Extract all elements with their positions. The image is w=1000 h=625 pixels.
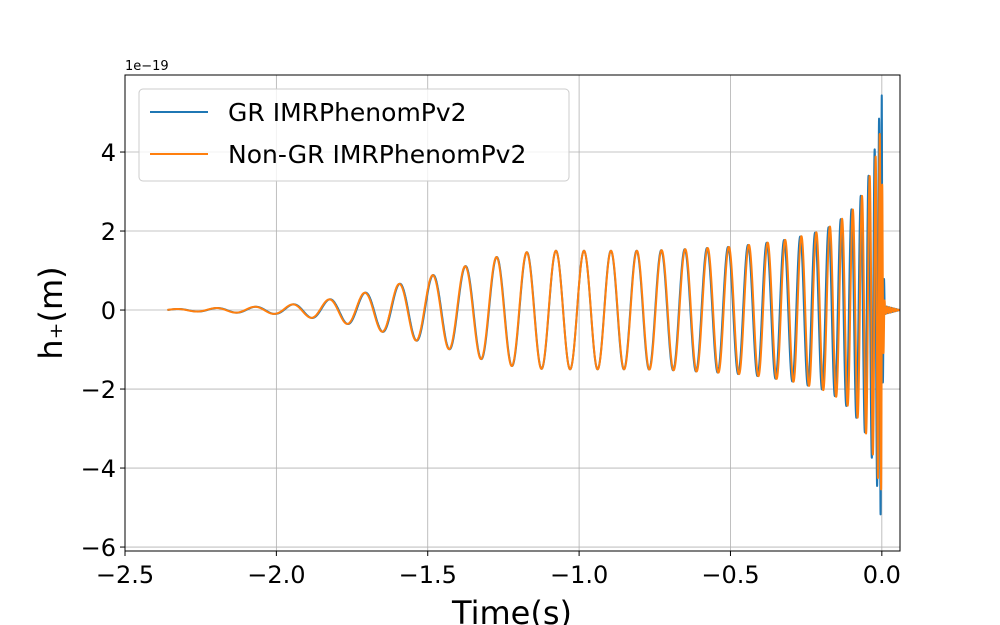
x-tick-label: −1.0 [550,561,608,589]
x-tick-label: −2.0 [247,561,305,589]
x-tick-label: −0.5 [701,561,759,589]
y-axis-title: h₊(m) [32,266,70,359]
x-tick-label: −1.5 [399,561,457,589]
y-tick-label: 0 [101,297,116,325]
legend-label-non-gr: Non-GR IMRPhenomPv2 [228,140,526,169]
x-tick-label: 0.0 [863,561,901,589]
axis-ticks: −2.5 −2.0 −1.5 −1.0 −0.5 0.0 −6 −4 −2 0 2 4 [81,139,901,589]
plot-series [166,94,901,516]
y-tick-label: −6 [81,534,116,562]
legend-box [138,88,570,182]
series-line-non-gr [166,133,901,491]
legend: GR IMRPhenomPv2 Non-GR IMRPhenomPv2 [138,88,570,182]
x-tick-label: −2.5 [96,561,154,589]
x-axis-title: Time(s) [451,594,572,625]
y-tick-label: −4 [81,455,116,483]
y-tick-label: 2 [101,218,116,246]
plot-frame [124,74,901,552]
y-tick-label: −2 [81,376,116,404]
legend-label-gr: GR IMRPhenomPv2 [228,98,467,127]
y-offset-label: 1e−19 [125,59,169,74]
y-tick-label: 4 [101,139,116,167]
